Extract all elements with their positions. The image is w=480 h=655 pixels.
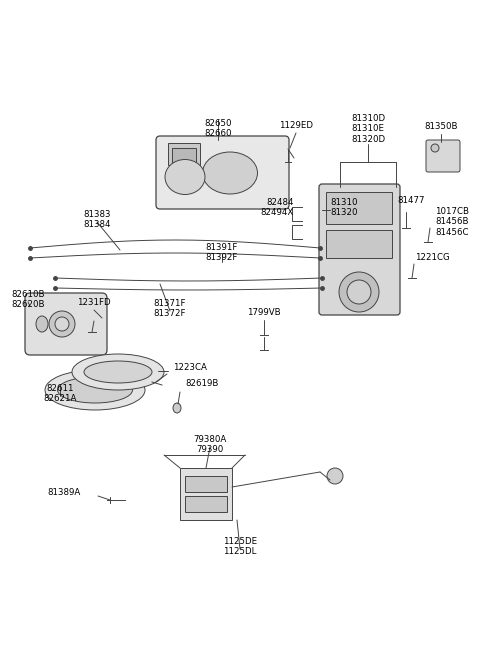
Text: 1129ED: 1129ED [279, 121, 313, 130]
Text: 82610B
82620B: 82610B 82620B [11, 290, 45, 309]
Bar [185, 476, 227, 492]
Ellipse shape [36, 316, 48, 332]
Circle shape [431, 144, 439, 152]
Ellipse shape [173, 403, 181, 413]
Text: 81310
81320: 81310 81320 [330, 198, 358, 217]
Text: 81391F
81392F: 81391F 81392F [206, 243, 238, 263]
FancyBboxPatch shape [426, 140, 460, 172]
Text: 82619B: 82619B [185, 379, 218, 388]
Text: 81350B: 81350B [424, 122, 458, 131]
Circle shape [49, 311, 75, 337]
Text: 82484
82494X: 82484 82494X [261, 198, 294, 217]
FancyBboxPatch shape [25, 293, 107, 355]
Text: 82611
82621A: 82611 82621A [43, 384, 77, 403]
Ellipse shape [72, 354, 164, 390]
Bar [326, 192, 392, 224]
Text: 81389A: 81389A [48, 488, 81, 497]
Circle shape [55, 317, 69, 331]
Bar [180, 468, 232, 520]
Circle shape [347, 280, 371, 304]
Circle shape [339, 272, 379, 312]
Ellipse shape [165, 160, 205, 195]
Text: 79380A
79390: 79380A 79390 [193, 435, 227, 455]
Text: 1231FD: 1231FD [77, 298, 111, 307]
Bar [168, 143, 200, 165]
Ellipse shape [45, 370, 145, 410]
Text: 1017CB
81456B
81456C: 1017CB 81456B 81456C [435, 207, 469, 237]
Text: 1223CA: 1223CA [173, 363, 207, 372]
Ellipse shape [58, 377, 132, 403]
Bar [326, 230, 392, 258]
Ellipse shape [84, 361, 152, 383]
Text: 81477: 81477 [397, 196, 424, 205]
Text: 1799VB: 1799VB [247, 308, 281, 317]
Text: 81371F
81372F: 81371F 81372F [154, 299, 186, 318]
FancyBboxPatch shape [156, 136, 289, 209]
Text: 82650
82660: 82650 82660 [204, 119, 232, 138]
Ellipse shape [203, 152, 257, 194]
Text: 1221CG: 1221CG [415, 253, 450, 262]
FancyBboxPatch shape [319, 184, 400, 315]
Bar [185, 496, 227, 512]
Circle shape [327, 468, 343, 484]
Text: 1125DE
1125DL: 1125DE 1125DL [223, 537, 257, 556]
Bar [172, 148, 196, 162]
Text: 81310D
81310E
81320D: 81310D 81310E 81320D [351, 114, 385, 144]
Text: 81383
81384: 81383 81384 [83, 210, 111, 229]
